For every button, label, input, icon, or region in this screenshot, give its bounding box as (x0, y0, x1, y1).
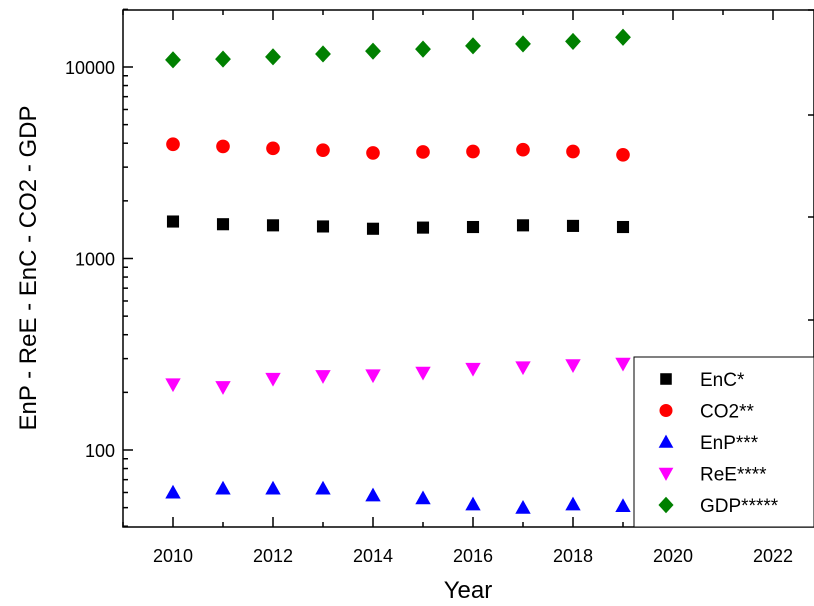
data-point (215, 480, 231, 495)
data-point (615, 28, 631, 46)
data-point (166, 137, 180, 152)
data-point (365, 369, 381, 384)
data-point (315, 370, 331, 384)
data-point (216, 139, 230, 154)
data-point (515, 361, 531, 376)
x-tick-label: 2020 (653, 546, 693, 566)
data-point (265, 480, 281, 495)
data-point (465, 362, 481, 377)
data-point (415, 40, 431, 58)
data-point (266, 141, 280, 156)
data-point (466, 220, 480, 234)
data-point (265, 372, 281, 387)
x-tick-label: 2010 (153, 546, 193, 566)
data-point (566, 144, 580, 159)
data-point (516, 142, 530, 157)
y-tick-label: 1000 (75, 250, 115, 270)
legend-marker (658, 467, 674, 481)
data-point (165, 51, 181, 69)
data-point (516, 219, 530, 232)
legend-label: CO2** (700, 402, 754, 423)
x-axis: 2010 2012 2014 2016 2018 2020 2022 (122, 10, 793, 566)
x-tick-label: 2018 (553, 546, 593, 566)
data-point (565, 32, 581, 51)
data-point (165, 484, 181, 499)
data-point (365, 487, 381, 502)
data-point (265, 48, 281, 66)
data-point (165, 378, 181, 393)
legend-marker (658, 496, 674, 514)
data-point (215, 381, 231, 395)
legend-marker (658, 434, 674, 448)
data-point (166, 215, 180, 228)
legend-label: EnC* (700, 370, 745, 391)
data-point (515, 35, 531, 53)
data-point (615, 498, 631, 513)
data-point (565, 359, 581, 373)
data-point (616, 147, 630, 162)
x-tick-label: 2022 (753, 546, 793, 566)
data-point (565, 496, 581, 511)
data-point (266, 219, 280, 232)
data-point (515, 499, 531, 514)
y-tick-label: 10000 (65, 58, 115, 78)
data-point (615, 357, 631, 372)
data-point (215, 50, 231, 68)
legend-label: EnP*** (700, 433, 759, 454)
data-point (365, 42, 381, 60)
legend: EnC* CO2** EnP*** ReE**** GDP***** (633, 356, 814, 528)
data-point (566, 219, 580, 232)
legend-marker (659, 403, 673, 418)
data-point (416, 145, 430, 159)
data-point (465, 37, 481, 55)
legend-label: ReE**** (700, 465, 767, 486)
y-axis: 100 1000 10000 (65, 8, 133, 527)
data-point (315, 45, 331, 63)
y-tick-label: 100 (85, 441, 115, 461)
x-tick-label: 2016 (453, 546, 493, 566)
data-point (466, 144, 480, 159)
plot-frame (122, 9, 814, 528)
data-point (316, 220, 330, 233)
data-point (315, 480, 331, 495)
data-point (616, 220, 630, 234)
x-axis-title: Year (444, 577, 493, 604)
data-point (366, 146, 380, 160)
legend-marker (660, 373, 672, 385)
data-point (415, 490, 431, 505)
x-tick-label: 2012 (253, 546, 293, 566)
data-point (465, 496, 481, 511)
data-points (165, 28, 631, 514)
data-point (316, 143, 330, 157)
legend-label: GDP***** (700, 496, 779, 517)
data-point (366, 222, 380, 235)
x-tick-label: 2014 (353, 546, 393, 566)
data-point (216, 218, 230, 231)
data-point (416, 221, 430, 234)
data-point (415, 366, 431, 381)
y-axis-title: EnP - ReE - EnC - CO2 - GDP (15, 106, 42, 431)
